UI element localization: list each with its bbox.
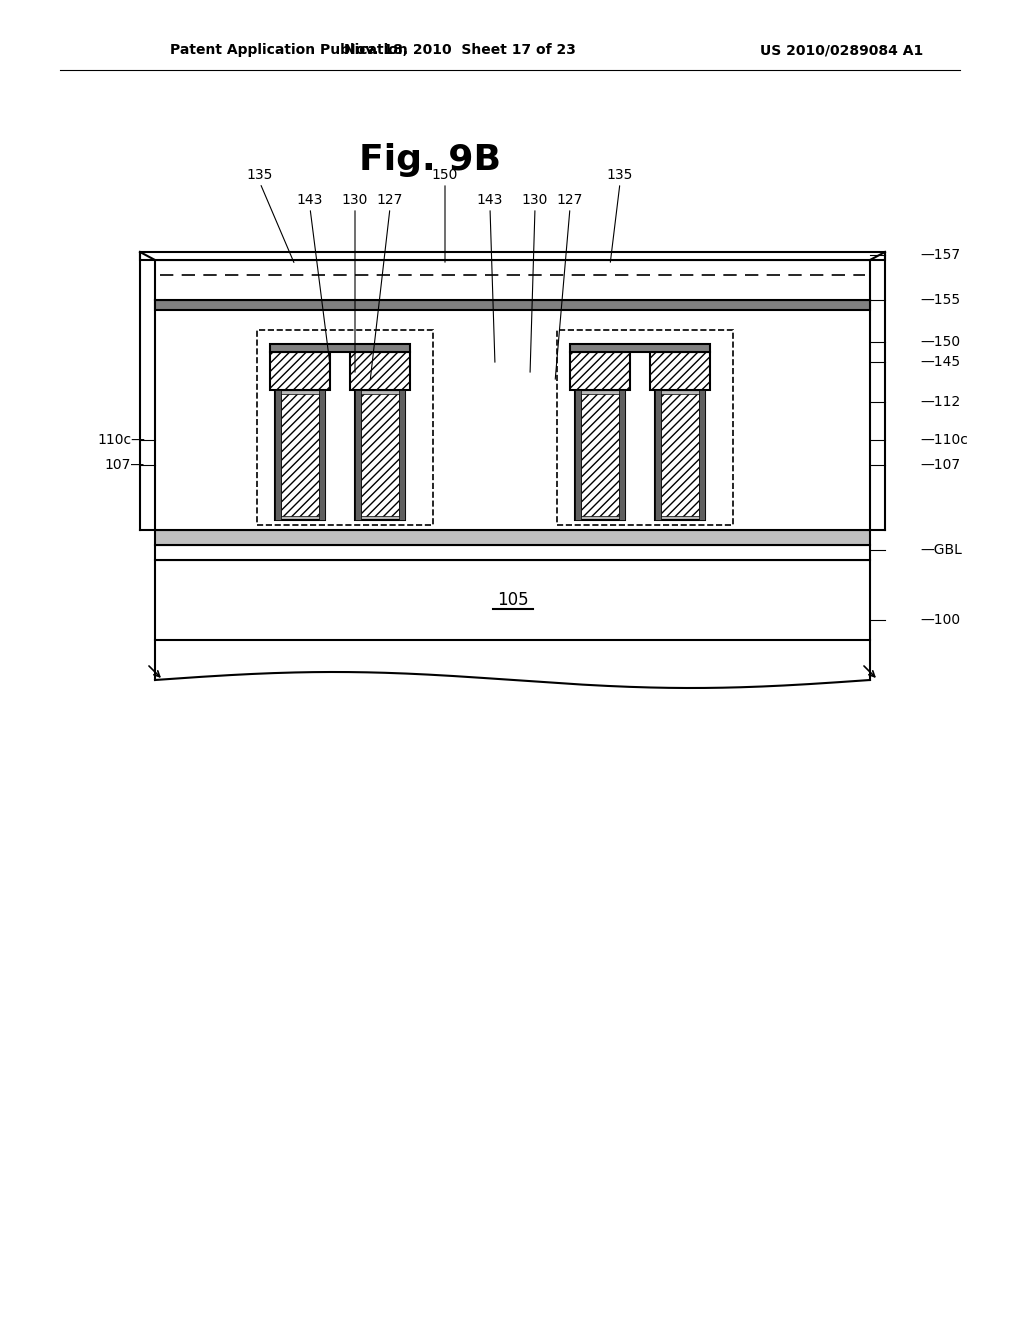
Text: 143: 143 [297,193,324,207]
Text: 127: 127 [557,193,584,207]
Bar [281,393,319,516]
Bar [275,389,281,520]
Text: 105: 105 [497,591,528,609]
Text: 130: 130 [522,193,548,207]
Text: Nov. 18, 2010  Sheet 17 of 23: Nov. 18, 2010 Sheet 17 of 23 [344,44,575,57]
Bar [257,330,433,525]
Bar [699,389,705,520]
Text: —145: —145 [920,355,961,370]
Text: 110c—: 110c— [97,433,145,447]
Bar [319,389,325,520]
Bar [618,389,625,520]
Bar [557,330,733,525]
Text: —110c: —110c [920,433,968,447]
Text: —107: —107 [920,458,961,473]
Bar [575,389,581,520]
Bar [270,352,330,389]
Text: —100: —100 [920,612,961,627]
Bar [155,560,870,640]
Text: US 2010/0289084 A1: US 2010/0289084 A1 [760,44,924,57]
Bar [655,389,705,520]
Text: —150: —150 [920,335,961,348]
Text: 150: 150 [432,168,458,182]
Bar [399,389,406,520]
Text: 107—: 107— [104,458,145,473]
Bar [270,345,410,352]
Text: —112: —112 [920,395,961,409]
Bar [355,389,406,520]
Bar [350,352,410,389]
Bar [570,345,710,352]
Text: 135: 135 [607,168,633,182]
Text: —155: —155 [920,293,961,308]
Bar [655,389,662,520]
Bar [155,260,870,300]
Bar [662,393,699,516]
Bar [155,531,870,545]
Bar [275,389,325,520]
Text: 127: 127 [377,193,403,207]
Text: Patent Application Publication: Patent Application Publication [170,44,408,57]
Text: 130: 130 [342,193,369,207]
Bar [155,545,870,560]
Bar [140,252,885,260]
Bar [650,352,710,389]
Text: 135: 135 [247,168,273,182]
Bar [581,393,618,516]
Bar [355,389,361,520]
Bar [570,352,630,389]
Bar [155,300,870,310]
Text: —GBL: —GBL [920,543,962,557]
Bar [575,389,625,520]
Bar [155,300,870,531]
Bar [361,393,399,516]
Text: —157: —157 [920,248,961,261]
Text: Fig. 9B: Fig. 9B [359,143,501,177]
Text: 143: 143 [477,193,503,207]
